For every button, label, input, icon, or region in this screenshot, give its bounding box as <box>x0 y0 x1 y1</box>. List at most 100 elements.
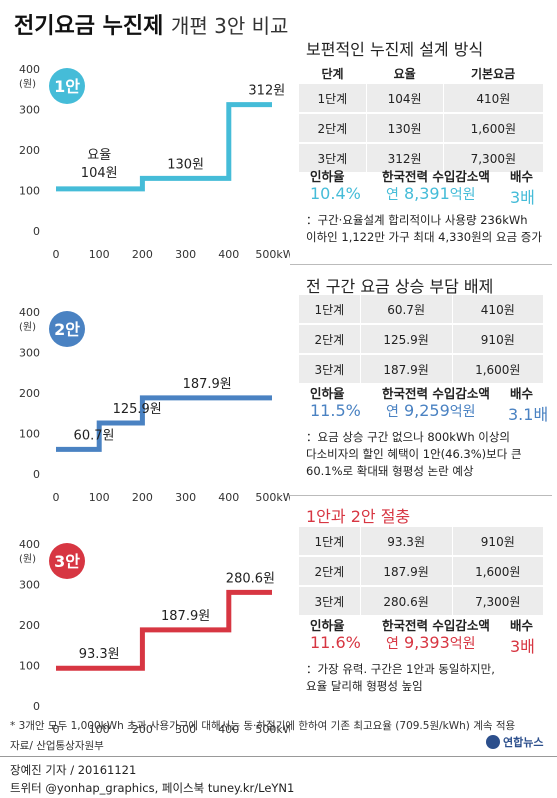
y-tick-label: 400 <box>19 306 40 319</box>
note-line: 60.1%로 확대돼 형평성 논란 예상 <box>306 464 474 478</box>
x-tick-label: 300 <box>175 491 196 504</box>
revenue-prefix: 연 <box>386 636 399 652</box>
step-value-label: 요율 <box>87 148 111 163</box>
revenue-prefix: 연 <box>386 404 399 420</box>
brand-globe-icon <box>486 735 500 749</box>
multiple-label: 배수 <box>510 169 534 184</box>
plan-3-increase-value: 11.6% <box>310 633 361 652</box>
note-line: 이하인 1,122만 가구 최대 4,330원의 요금 증가 <box>306 230 542 244</box>
x-tick-label: 200 <box>132 723 153 736</box>
note-line: 요율 달리해 형평성 높임 <box>306 679 423 693</box>
plan-1-title: 보편적인 누진제 설계 방식 <box>306 40 484 59</box>
table-row: 2단계 125.9원 910원 <box>299 324 543 355</box>
cell-rate: 280.6원 <box>359 586 453 617</box>
y-tick-label: 200 <box>19 144 40 157</box>
plan-2-table: 1단계 60.7원 410원 2단계 125.9원 910원 3단계 187.9… <box>299 295 543 385</box>
y-tick-label: 300 <box>19 579 40 592</box>
revenue-label: 한국전력 수입감소액 <box>382 618 490 633</box>
divider <box>290 495 552 496</box>
revenue-unit: 억원 <box>449 636 476 652</box>
y-axis-unit-label: (원) <box>19 553 36 565</box>
x-tick-label: 500kWh <box>255 723 290 736</box>
y-tick-label: 300 <box>19 347 40 360</box>
y-tick-label: 100 <box>19 660 40 673</box>
cell-rate: 130원 <box>365 113 444 144</box>
x-tick-label: 100 <box>89 248 110 261</box>
plan-1-panel: 0100200300400(원)0100200300400500kWh요율104… <box>0 40 557 280</box>
plan-badge-circle <box>49 543 85 579</box>
cell-base: 910원 <box>451 527 543 557</box>
plan-3-revenue-value: 연 9,393억원 <box>386 633 476 653</box>
cell-rate: 312원 <box>365 143 444 174</box>
cell-base: 1,600원 <box>451 354 543 385</box>
increase-label: 인하율 <box>310 618 345 633</box>
cell-stage: 2단계 <box>299 113 367 144</box>
table-row: 2단계 130원 1,600원 <box>299 113 543 144</box>
plan-2-increase-value: 11.5% <box>310 401 361 420</box>
note-line: ：가장 유력. 구간은 1안과 동일하지만, <box>306 662 495 676</box>
series-step-line <box>56 589 272 671</box>
plan-badge-circle <box>49 68 85 104</box>
plan-2-panel: 0 100 200 300 400 (원) 0 100 200 300 400 500kWh 60.7원… <box>0 277 557 523</box>
plan-badge-label: 3안 <box>54 552 80 571</box>
step-value-label: 312원 <box>248 84 285 99</box>
x-tick-label: 400 <box>218 248 239 261</box>
x-tick-label: 300 <box>175 723 196 736</box>
y-axis-unit-label: (원) <box>19 78 36 90</box>
header-base: 기본요금 <box>443 62 543 84</box>
step-value-label: 60.7원 <box>74 428 115 443</box>
cell-stage: 3단계 <box>299 143 367 174</box>
y-tick-label: 200 <box>19 619 40 632</box>
cell-rate: 125.9원 <box>359 324 453 355</box>
y-axis-unit-label: (원) <box>19 321 36 333</box>
plan-badge-circle <box>49 311 85 347</box>
increase-label: 인하율 <box>310 386 345 401</box>
cell-stage: 1단계 <box>299 527 361 557</box>
plan-2-note: ：요금 상승 구간 없으나 800kWh 이상의 다소비자의 할인 혜택이 1안… <box>306 429 522 480</box>
cell-rate: 187.9원 <box>359 354 453 385</box>
table-row: 1단계 60.7원 410원 <box>299 295 543 325</box>
x-tick-label: 0 <box>53 248 60 261</box>
x-tick-label: 400 <box>218 723 239 736</box>
source-text: 자료/ 산업통상자원부 <box>10 740 104 752</box>
cell-base: 7,300원 <box>442 143 543 174</box>
footnote: * 3개안 모두 1,000kWh 초과 사용가구에 대해서는 동·하절기에 한… <box>10 720 516 732</box>
note-line: ：구간·요율설계 합리적이나 사용량 236kWh <box>306 213 528 227</box>
revenue-label: 한국전력 수입감소액 <box>382 386 490 401</box>
table-row: 3단계 312원 7,300원 <box>299 143 543 174</box>
y-tick-label: 100 <box>19 185 40 198</box>
revenue-amount: 8,391 <box>403 184 450 203</box>
x-tick-label: 500kWh <box>255 491 290 504</box>
divider <box>290 264 552 265</box>
table-row: 1단계 93.3원 910원 <box>299 527 543 557</box>
note-line: 다소비자의 할인 혜택이 1안(46.3%)보다 큰 <box>306 447 522 461</box>
multiple-label: 배수 <box>510 386 534 401</box>
increase-label: 인하율 <box>310 169 345 184</box>
x-tick-label: 500kWh <box>255 248 290 261</box>
x-tick-label: 300 <box>175 248 196 261</box>
cell-base: 410원 <box>442 84 543 114</box>
cell-stage: 1단계 <box>299 84 367 114</box>
revenue-label: 한국전력 수입감소액 <box>382 169 490 184</box>
brand-logo: 연합뉴스 <box>486 734 543 750</box>
series-step-line <box>56 395 272 452</box>
step-value-label: 280.6원 <box>226 571 275 586</box>
cell-base: 7,300원 <box>451 586 543 617</box>
x-tick-label: 200 <box>132 248 153 261</box>
step-value-label: 187.9원 <box>183 377 232 392</box>
cell-stage: 2단계 <box>299 556 361 587</box>
y-tick-label: 0 <box>33 225 40 238</box>
cell-stage: 1단계 <box>299 295 361 325</box>
y-tick-label: 200 <box>19 387 40 400</box>
page-title: 전기요금 누진제 개편 3안 비교 <box>14 8 288 40</box>
revenue-amount: 9,393 <box>403 633 450 652</box>
plan-1-increase-value: 10.4% <box>310 184 361 203</box>
y-tick-label: 400 <box>19 63 40 76</box>
bottom-divider <box>0 756 557 757</box>
plan-2-multiple-value: 3.1배 <box>508 405 549 424</box>
series-step-line <box>56 102 272 192</box>
revenue-amount: 9,259 <box>403 401 450 420</box>
step-value-label: 187.9원 <box>161 609 210 624</box>
plan-3-step-chart: 0 100 200 300 400 (원) 0 100 200 300 400 500kWh 93.3원… <box>19 538 290 736</box>
title-main-text: 전기요금 누진제 <box>14 14 164 39</box>
